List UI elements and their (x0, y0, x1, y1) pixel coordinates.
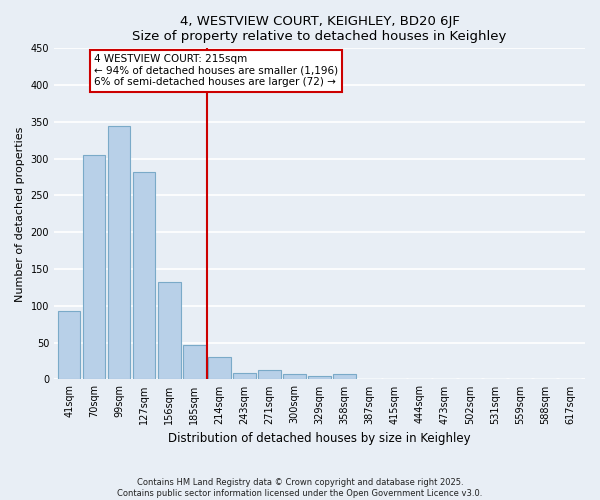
Bar (559, 378, 581, 380)
Bar (233, 373, 256, 380)
Bar (133, 172, 155, 380)
Bar (108, 126, 130, 380)
Bar (208, 358, 230, 380)
Bar (58, 311, 80, 380)
Bar (258, 370, 281, 380)
Title: 4, WESTVIEW COURT, KEIGHLEY, BD20 6JF
Size of property relative to detached hous: 4, WESTVIEW COURT, KEIGHLEY, BD20 6JF Si… (133, 15, 507, 43)
Bar (283, 374, 306, 380)
Bar (358, 378, 381, 380)
Bar (83, 155, 106, 380)
Bar (183, 345, 206, 380)
Bar (383, 378, 406, 380)
Bar (433, 378, 456, 380)
Bar (333, 374, 356, 380)
Text: Contains HM Land Registry data © Crown copyright and database right 2025.
Contai: Contains HM Land Registry data © Crown c… (118, 478, 482, 498)
X-axis label: Distribution of detached houses by size in Keighley: Distribution of detached houses by size … (168, 432, 471, 445)
Bar (158, 282, 181, 380)
Y-axis label: Number of detached properties: Number of detached properties (15, 126, 25, 302)
Text: 4 WESTVIEW COURT: 215sqm
← 94% of detached houses are smaller (1,196)
6% of semi: 4 WESTVIEW COURT: 215sqm ← 94% of detach… (94, 54, 338, 88)
Bar (308, 376, 331, 380)
